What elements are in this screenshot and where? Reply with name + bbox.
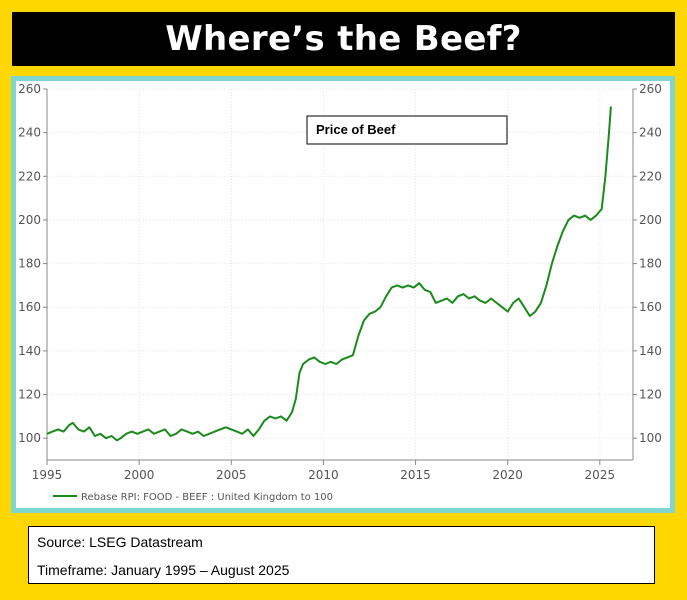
chart-background: [16, 81, 670, 508]
x-tick-label: 2000: [124, 468, 155, 482]
y-tick-label-right: 180: [639, 257, 662, 271]
x-tick-label: 2025: [585, 468, 616, 482]
y-tick-label-right: 200: [639, 213, 662, 227]
y-tick-label: 240: [18, 126, 41, 140]
y-tick-label: 260: [18, 82, 41, 96]
series-line: [46, 106, 612, 442]
y-tick-label: 180: [18, 257, 41, 271]
y-tick-label-right: 160: [639, 300, 662, 314]
y-tick-label: 160: [18, 300, 41, 314]
y-tick-label: 120: [18, 388, 41, 402]
timeframe-text: Timeframe: January 1995 – August 2025: [37, 562, 290, 578]
x-tick-label: 2005: [216, 468, 247, 482]
y-tick-label-right: 220: [639, 169, 662, 183]
annotation-box: Price of Beef: [306, 115, 508, 145]
x-tick-label: 2010: [308, 468, 339, 482]
page-title: Where’s the Beef?: [12, 12, 675, 66]
y-tick-label-right: 100: [639, 431, 662, 445]
y-tick-label: 140: [18, 344, 41, 358]
source-box: Source: LSEG Datastream Timeframe: Janua…: [28, 526, 655, 584]
line-chart: 100 100 120 120 140 140 160 160 180 180 200 200 220 2…: [16, 81, 670, 508]
y-tick-label-right: 120: [639, 388, 662, 402]
legend: Rebase RPI: FOOD - BEEF : United Kingdom…: [53, 492, 333, 503]
y-tick-label: 220: [18, 169, 41, 183]
annotation-label: Price of Beef: [316, 122, 396, 137]
y-tick-label-right: 140: [639, 344, 662, 358]
y-tick-label-right: 260: [639, 82, 662, 96]
y-tick-label-right: 240: [639, 126, 662, 140]
legend-label: Rebase RPI: FOOD - BEEF : United Kingdom…: [81, 492, 333, 503]
source-text: Source: LSEG Datastream: [37, 534, 203, 550]
x-tick-label: 2020: [492, 468, 523, 482]
axes: 100 100 120 120 140 140 160 160 180 180 200 200 220 2…: [18, 82, 662, 482]
x-tick-label: 1995: [32, 468, 63, 482]
y-tick-label: 100: [18, 431, 41, 445]
chart-frame: 100 100 120 120 140 140 160 160 180 180 200 200 220 2…: [11, 76, 675, 513]
series-layer: [46, 106, 612, 442]
y-tick-label: 200: [18, 213, 41, 227]
x-tick-label: 2015: [400, 468, 431, 482]
